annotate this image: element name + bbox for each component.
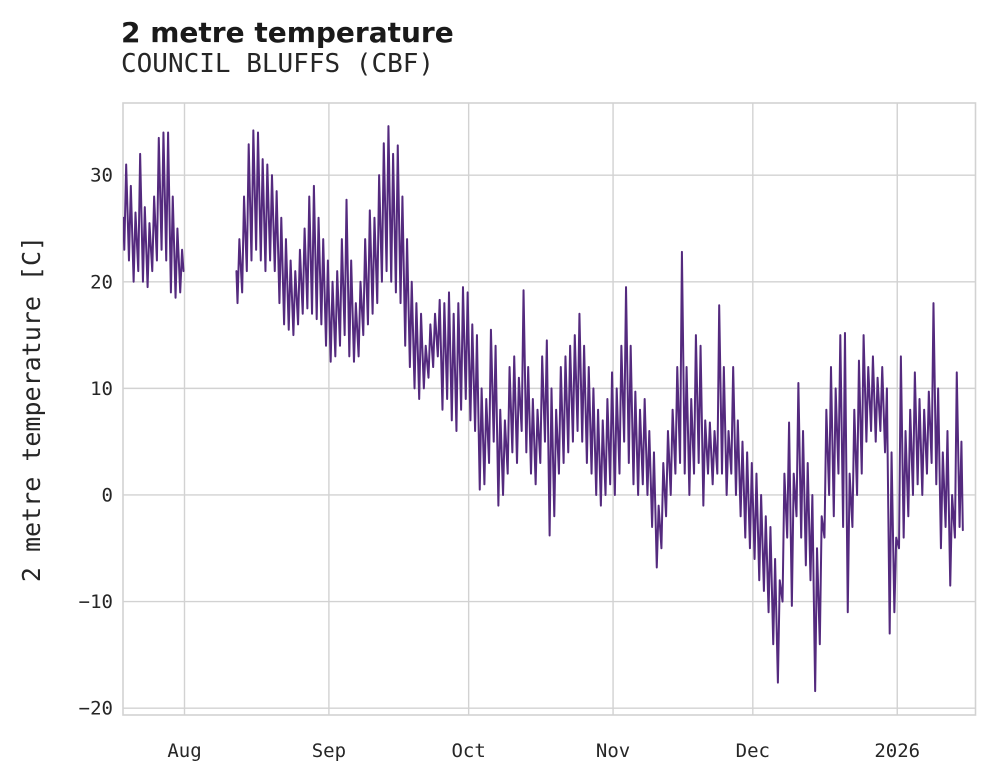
chart-title: 2 metre temperature	[121, 16, 454, 49]
temperature-line-segment	[235, 125, 964, 693]
x-tick-label: Nov	[596, 740, 630, 762]
x-tick-label: Aug	[167, 740, 201, 762]
y-axis-label: 2 metre temperature [C]	[17, 236, 46, 582]
x-tick-label: Dec	[736, 740, 770, 762]
x-tick-label: 2026	[874, 740, 920, 762]
y-tick-label: −20	[79, 698, 113, 720]
y-tick-label: −10	[79, 591, 113, 613]
y-tick-label: 20	[90, 271, 113, 293]
y-tick-label: 10	[90, 378, 113, 400]
plot-border	[122, 102, 977, 716]
temperature-line-segment	[123, 131, 185, 299]
x-tick-label: Oct	[451, 740, 485, 762]
x-tick-label: Sep	[312, 740, 346, 762]
y-tick-label: 0	[102, 484, 113, 506]
chart-subtitle: COUNCIL BLUFFS (CBF)	[121, 49, 435, 79]
y-tick-label: 30	[90, 165, 113, 187]
